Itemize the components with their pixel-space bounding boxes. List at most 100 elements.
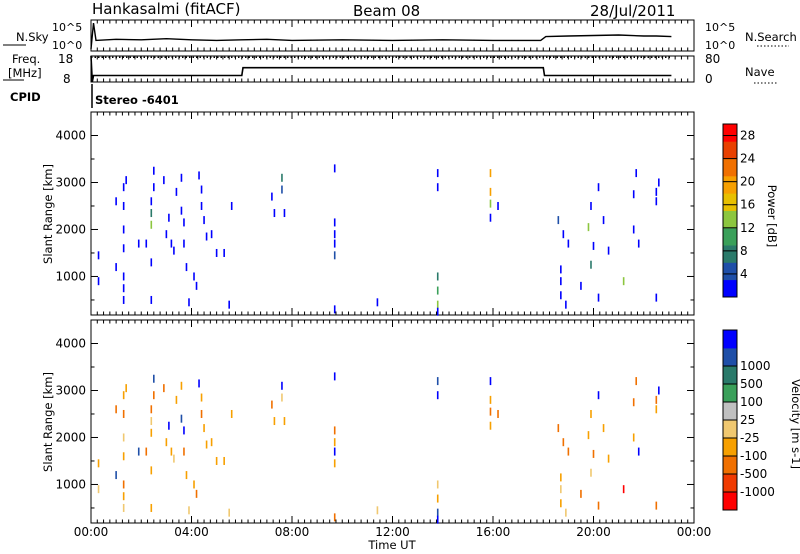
range-cell [565, 300, 567, 309]
range-cell [590, 468, 592, 477]
range-cell [622, 485, 625, 494]
x-axis-label: Time UT [367, 538, 416, 552]
range-cell [183, 426, 185, 435]
y-tick-label: 4000 [55, 128, 86, 142]
range-cell [436, 508, 439, 517]
range-cell [180, 414, 183, 423]
range-cell [188, 506, 190, 515]
range-cell [333, 447, 336, 456]
colorbar-tick-label: 24 [740, 152, 755, 166]
range-cell [587, 431, 590, 440]
range-cell [153, 166, 155, 175]
range-cell [165, 230, 168, 239]
range-cell [436, 183, 439, 192]
colorbar-tick-label: -100 [740, 449, 767, 463]
colorbar-frame [722, 123, 738, 298]
range-cell [489, 187, 492, 196]
range-cell [637, 447, 640, 456]
range-cell [205, 440, 208, 449]
range-cell [173, 246, 175, 255]
range-cell [333, 372, 336, 381]
colorbar-tick-label: 500 [740, 377, 763, 391]
range-cell [175, 395, 178, 404]
cpid-label: CPID [10, 90, 41, 104]
range-cell [632, 225, 635, 234]
power-ylabel: Slant Range [km] [41, 164, 55, 264]
colorbar-segment [723, 474, 737, 493]
colorbar-segment [723, 227, 737, 246]
range-cell [637, 239, 640, 248]
range-cell [436, 494, 439, 503]
range-cell [145, 447, 148, 456]
range-cell [163, 384, 165, 393]
range-cell [137, 239, 140, 248]
range-cell [122, 503, 125, 512]
range-cell [195, 281, 198, 290]
range-cell [655, 501, 658, 510]
x-tick-label: 20:00 [576, 525, 611, 539]
range-cell [489, 213, 492, 222]
y-tick-label: 2000 [55, 222, 86, 236]
range-cell [281, 381, 283, 390]
range-cell [489, 407, 492, 416]
range-cell [560, 277, 562, 286]
range-cell [565, 508, 567, 517]
range-cell [333, 305, 336, 314]
range-cell [436, 307, 439, 316]
cpid-value: Stereo -6401 [95, 93, 179, 107]
range-cell [193, 272, 195, 281]
range-cell [122, 391, 125, 400]
colorbar-tick-label: 8 [740, 244, 748, 258]
range-cell [150, 503, 153, 512]
range-cell [376, 298, 379, 307]
power-colorbar-label: Power [dB] [765, 185, 779, 248]
colorbar-segment [723, 420, 737, 439]
range-cell [188, 298, 190, 307]
range-cell [560, 291, 562, 300]
colorbar-tick-label: -1000 [740, 485, 775, 499]
colorbar-tick-label: 100 [740, 395, 763, 409]
range-cell [153, 183, 155, 192]
range-cell [223, 248, 225, 257]
noise-tick-top-left: 10^5 [52, 21, 82, 34]
range-cell [567, 239, 570, 248]
range-cell [115, 197, 117, 206]
range-cell [228, 300, 230, 309]
range-cell [183, 447, 185, 456]
range-cell [590, 409, 592, 418]
range-cell [122, 409, 125, 418]
range-cell [281, 393, 283, 402]
range-cell [489, 421, 492, 430]
noise-tick-top-right: 10^5 [705, 21, 735, 34]
colorbar-tick-label: 1000 [740, 359, 771, 373]
range-cell [122, 295, 125, 304]
range-cell [170, 239, 173, 248]
colorbar-segment [723, 438, 737, 457]
range-cell [230, 201, 233, 210]
colorbar-segment [723, 245, 737, 263]
range-cell [215, 248, 218, 257]
colorbar-segment [723, 262, 737, 281]
range-cell [183, 239, 185, 248]
range-cell [281, 173, 283, 182]
range-cell [168, 213, 170, 222]
range-cell [567, 447, 570, 456]
velocity-colorbar-label: Velocity [m s-1] [789, 379, 800, 469]
range-cell [333, 239, 336, 248]
x-tick-label: 16:00 [476, 525, 511, 539]
range-cell [210, 230, 213, 239]
freq-unit-label: [MHz] [8, 66, 42, 80]
range-cell [560, 499, 562, 508]
range-cell [562, 438, 565, 447]
range-cell [436, 300, 439, 309]
x-tick-label: 08:00 [275, 525, 310, 539]
range-cell [622, 277, 625, 286]
colorbar-tick-label: 28 [740, 129, 755, 143]
y-tick-label: 3000 [55, 175, 86, 189]
range-cell [200, 201, 203, 210]
range-cell [497, 201, 499, 210]
range-cell [97, 485, 100, 494]
range-cell [97, 277, 100, 286]
range-cell [333, 164, 336, 173]
nave-tick-top: 80 [705, 52, 720, 66]
